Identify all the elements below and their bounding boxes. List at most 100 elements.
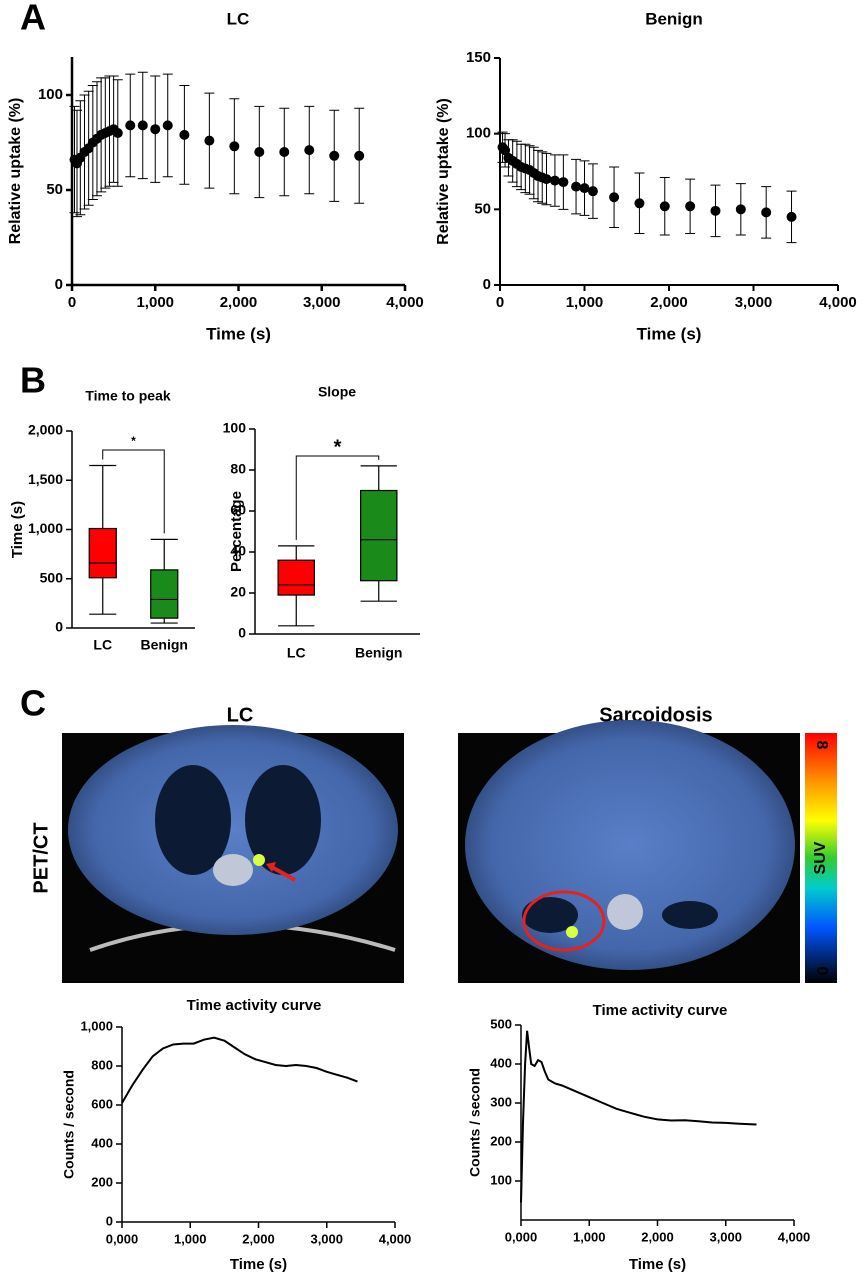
chart-title: Benign [645, 9, 703, 28]
y-axis-label: Counts / second [467, 1068, 483, 1177]
box [88, 527, 117, 579]
x-tick-label: 4,000 [386, 294, 424, 311]
point [500, 145, 511, 156]
x-tick-label: Benign [141, 637, 188, 653]
x-tick-label: 2,000 [641, 1229, 674, 1244]
y-tick-label: 1,500 [28, 471, 63, 487]
y-tick-label: 100 [466, 125, 491, 142]
y-tick-label: 600 [91, 1096, 113, 1111]
x-tick-label: 4,000 [778, 1229, 811, 1244]
colorbar-tick-label: 8 [813, 741, 830, 750]
point [329, 150, 340, 161]
point [162, 120, 173, 131]
point [710, 205, 721, 216]
y-tick-label: 400 [490, 1055, 512, 1070]
x-tick-label: 0 [496, 294, 504, 311]
point [254, 147, 265, 157]
point [579, 183, 590, 194]
x-tick-label: 1,000 [136, 294, 174, 311]
line [121, 1036, 358, 1104]
y-tick-label: 500 [40, 569, 64, 585]
y-tick-label: 0 [483, 276, 491, 293]
x-axis-label: Time (s) [230, 1256, 287, 1273]
significance-label: * [131, 434, 136, 448]
y-tick-label: 100 [223, 420, 247, 436]
point [549, 175, 560, 186]
point [150, 124, 161, 135]
line [520, 1030, 757, 1203]
y-tick-label: 500 [490, 1016, 512, 1031]
point [204, 135, 215, 146]
x-tick-label: 2,000 [242, 1231, 275, 1246]
y-tick-label: 300 [490, 1094, 512, 1109]
x-tick-label: 4,000 [379, 1231, 412, 1246]
x-tick-label: LC [287, 645, 306, 661]
row-label: PET/CT [30, 822, 52, 893]
box [277, 559, 316, 596]
y-tick-label: 50 [46, 181, 63, 198]
point [685, 201, 696, 212]
chart-title: Time to peak [85, 388, 171, 404]
pet-image-lc [62, 725, 404, 983]
y-tick-label: 400 [91, 1135, 113, 1150]
panel-letter: A [20, 0, 46, 38]
point [587, 186, 598, 197]
colorbar-tick-label: 0 [813, 967, 830, 976]
box [150, 569, 179, 619]
x-tick-label: 1,000 [573, 1229, 606, 1244]
point [735, 204, 746, 215]
y-tick-label: 150 [466, 49, 491, 66]
point [179, 129, 190, 140]
point [125, 120, 136, 131]
panel-letter: C [20, 683, 46, 724]
y-tick-label: 50 [474, 200, 491, 217]
y-tick-label: 0 [55, 619, 63, 635]
chart-title: Slope [318, 384, 356, 400]
point [137, 120, 148, 131]
point [609, 192, 620, 203]
y-tick-label: 200 [490, 1133, 512, 1148]
point [229, 141, 240, 152]
y-tick-label: 0 [55, 276, 63, 293]
y-tick-label: 80 [230, 461, 246, 477]
x-tick-label: 0 [68, 294, 76, 311]
point [541, 174, 552, 185]
x-tick-label: 3,000 [303, 294, 341, 311]
y-axis-label: Relative uptake (%) [435, 98, 452, 245]
y-tick-label: 20 [230, 584, 246, 600]
x-tick-label: 3,000 [735, 294, 773, 311]
y-axis-label: Relative uptake (%) [7, 98, 24, 245]
x-tick-label: 1,000 [566, 294, 604, 311]
point [558, 177, 569, 188]
y-tick-label: 60 [230, 502, 246, 518]
x-axis-label: Time (s) [637, 324, 702, 343]
significance-bracket [102, 449, 165, 534]
chart-title: LC [227, 9, 250, 28]
panel-letter: B [20, 360, 46, 401]
y-tick-label: 100 [38, 86, 63, 103]
pet-image-sarcoidosis [458, 720, 800, 983]
y-axis-label: Counts / second [61, 1070, 77, 1179]
point [571, 181, 582, 192]
x-tick-label: LC [93, 637, 112, 653]
y-tick-label: 2,000 [28, 422, 63, 438]
y-tick-label: 1,000 [80, 1018, 113, 1033]
y-tick-label: 0 [106, 1213, 113, 1228]
colorbar [805, 733, 837, 983]
significance-label: * [334, 436, 342, 458]
significance-bracket [295, 455, 380, 540]
chart-title: Time activity curve [593, 1002, 728, 1019]
point [659, 201, 670, 212]
x-tick-label: 2,000 [650, 294, 688, 311]
y-tick-label: 800 [91, 1057, 113, 1072]
y-axis-label: Time (s) [9, 501, 26, 558]
x-tick-label: 1,000 [174, 1231, 207, 1246]
point [279, 147, 290, 157]
y-tick-label: 40 [230, 543, 246, 559]
point [786, 211, 797, 222]
x-tick-label: 3,000 [310, 1231, 343, 1246]
x-axis-label: Time (s) [206, 324, 271, 343]
chart-title: Time activity curve [187, 997, 322, 1014]
x-tick-label: Benign [355, 645, 402, 661]
